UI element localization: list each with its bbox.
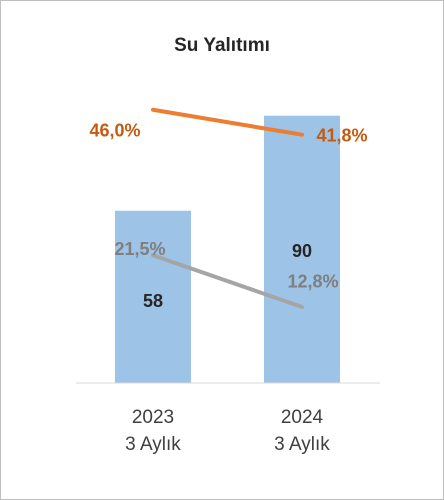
data-label: 12,8%: [287, 272, 338, 292]
data-label: 41,8%: [316, 125, 367, 145]
data-label: 58: [143, 291, 163, 311]
x-tick-label: 2023: [132, 407, 174, 428]
line-series: [151, 107, 304, 137]
line-series: [151, 253, 304, 309]
bar: [115, 210, 191, 383]
bar: [264, 115, 340, 383]
x-tick-label: 2024: [281, 407, 324, 428]
data-label: 21,5%: [114, 239, 165, 259]
data-label: 90: [292, 241, 312, 261]
x-tick-label: 3 Aylık: [125, 434, 181, 455]
x-tick-label: 3 Aylık: [274, 434, 330, 455]
chart-title: Su Yalıtımı: [174, 35, 270, 56]
data-label: 46,0%: [89, 121, 140, 141]
